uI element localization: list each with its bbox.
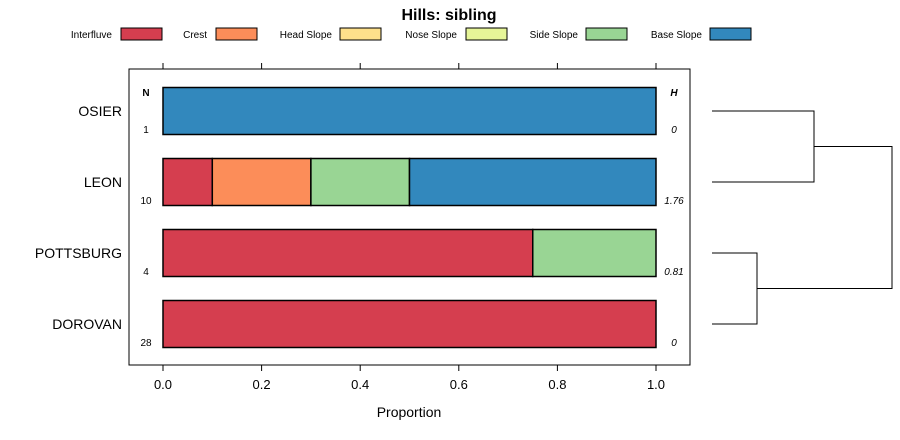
h-value-0: 0 — [671, 125, 677, 136]
h-value-1: 1.76 — [664, 196, 684, 207]
legend-swatch-4 — [585, 27, 628, 41]
legend-label-5: Base Slope — [651, 30, 703, 41]
bar-2-0 — [162, 228, 534, 278]
category-label-3: DOROVAN — [52, 316, 122, 332]
x-tick-label-2: 0.4 — [351, 377, 369, 392]
n-header: N — [142, 88, 149, 99]
plot-frame — [128, 68, 691, 366]
bar-0-5 — [162, 86, 657, 136]
n-value-1: 10 — [140, 196, 152, 207]
n-value-3: 28 — [140, 338, 152, 349]
category-label-1: LEON — [84, 174, 122, 190]
chart-title: Hills: sibling — [401, 7, 496, 24]
dendro-branch-root — [757, 146, 893, 289]
bar-2-4 — [532, 228, 657, 278]
category-label-0: OSIER — [78, 103, 122, 119]
x-tick-label-3: 0.6 — [450, 377, 468, 392]
bar-1-1 — [211, 157, 312, 207]
legend: Interfluve Crest Head Slope Nose Slope Side … — [71, 27, 752, 41]
legend-label-0: Interfluve — [71, 30, 113, 41]
x-tick-label-5: 1.0 — [647, 377, 665, 392]
legend-swatch-5 — [709, 27, 752, 41]
x-tick-label-1: 0.2 — [253, 377, 271, 392]
legend-swatch-1 — [215, 27, 258, 41]
n-value-0: 1 — [143, 125, 149, 136]
bar-1-4 — [310, 157, 411, 207]
category-label-2: POTTSBURG — [35, 245, 122, 261]
legend-label-2: Head Slope — [280, 30, 333, 41]
h-header: H — [670, 88, 678, 99]
h-value-3: 0 — [671, 338, 677, 349]
dendro-branch-pottsburg-dorovan — [712, 252, 758, 325]
legend-swatch-2 — [339, 27, 382, 41]
bar-3-0 — [162, 299, 657, 349]
x-tick-label-0: 0.0 — [154, 377, 172, 392]
legend-swatch-3 — [465, 27, 508, 41]
bar-1-5 — [408, 157, 657, 207]
x-axis-title: Proportion — [377, 404, 442, 420]
legend-label-4: Side Slope — [530, 30, 579, 41]
x-tick-label-4: 0.8 — [548, 377, 566, 392]
legend-label-1: Crest — [183, 30, 207, 41]
dendrogram — [712, 110, 893, 325]
bar-1-0 — [162, 157, 214, 207]
legend-swatch-0 — [120, 27, 163, 41]
n-value-2: 4 — [143, 267, 149, 278]
h-value-2: 0.81 — [664, 267, 683, 278]
legend-label-3: Nose Slope — [405, 30, 457, 41]
dendro-branch-osier-leon — [712, 110, 815, 183]
